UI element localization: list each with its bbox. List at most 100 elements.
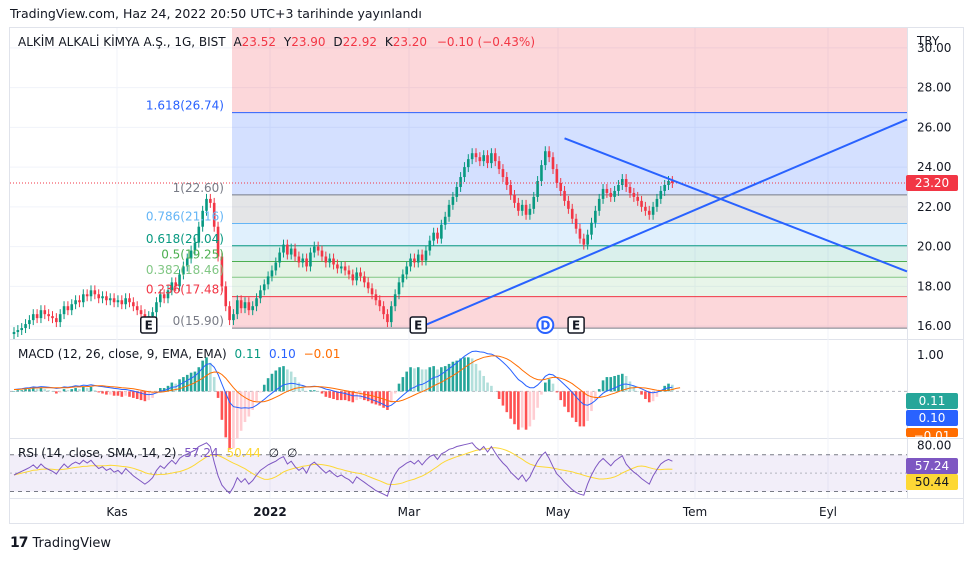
- last-price-badge-bg: [906, 175, 958, 191]
- macd-histogram-bar: [343, 391, 347, 401]
- macd-histogram-bar: [470, 358, 474, 392]
- macd-histogram-bar: [524, 391, 528, 430]
- macd-histogram-bar: [124, 391, 127, 396]
- macd-histogram-bar: [390, 391, 393, 403]
- macd-histogram-bar: [644, 391, 647, 399]
- macd-histogram-bar: [143, 391, 147, 402]
- macd-histogram-bar: [43, 389, 47, 392]
- candle-body: [274, 262, 278, 271]
- candle-body: [101, 296, 104, 299]
- candle-body: [343, 266, 347, 271]
- candle-body: [651, 206, 655, 215]
- macd-histogram-bar: [132, 391, 135, 398]
- candle-body: [89, 290, 93, 297]
- candle-body: [201, 210, 204, 227]
- macd-histogram-bar: [621, 373, 624, 392]
- candle-body: [594, 210, 597, 223]
- macd-legend[interactable]: MACD (12, 26, close, 9, EMA, EMA) 0.11 0…: [18, 347, 340, 361]
- macd-histogram-bar: [370, 391, 374, 404]
- candle-body: [216, 226, 220, 257]
- symbol-legend[interactable]: ALKİM ALKALİ KİMYA A.Ş., 1G, BIST A23.52…: [18, 35, 535, 49]
- macd-histogram-bar: [24, 389, 27, 392]
- candle-body: [551, 157, 555, 170]
- macd-histogram-bar: [563, 391, 566, 407]
- macd-histogram-bar: [28, 389, 31, 392]
- candle-body: [259, 290, 262, 299]
- candle-body: [82, 294, 85, 303]
- close-label: K: [384, 35, 393, 49]
- macd-histogram-bar: [486, 382, 489, 392]
- fib-zone: [232, 261, 907, 278]
- candle-body: [313, 246, 316, 253]
- macd-hist-badge: 0.11: [919, 394, 946, 408]
- rsi-title[interactable]: RSI (14, close, SMA, 14, 2): [18, 446, 177, 460]
- candle-body: [590, 222, 593, 235]
- rising-trendline: [417, 118, 908, 329]
- macd-signal-badge-bg: [906, 428, 958, 437]
- candle-body: [174, 282, 177, 287]
- candle-body: [455, 186, 459, 197]
- macd-histogram-bar: [478, 370, 482, 392]
- macd-histogram-bar: [224, 391, 228, 438]
- macd-histogram-bar: [617, 374, 620, 392]
- candle-body: [112, 298, 116, 303]
- macd-histogram-bar: [605, 377, 609, 392]
- macd-histogram-bar: [328, 391, 331, 398]
- macd-histogram-bar: [320, 391, 324, 394]
- candle-body: [397, 282, 401, 295]
- macd-histogram-bar: [85, 388, 89, 392]
- macd-histogram-bar: [536, 391, 539, 408]
- candle-body: [378, 300, 382, 307]
- candle-body: [636, 196, 639, 201]
- candle-body: [570, 208, 574, 219]
- fib-zone: [232, 277, 907, 297]
- falling-trendline: [564, 137, 908, 273]
- candle-body: [609, 192, 613, 197]
- macd-histogram-bar: [212, 377, 216, 392]
- macd-signal-value: −0.01: [303, 347, 341, 361]
- macd-histogram-bar: [139, 391, 143, 401]
- macd-histogram-bar: [147, 391, 151, 401]
- candle-body: [301, 258, 305, 263]
- macd-histogram-bar: [455, 360, 459, 392]
- macd-line-value: 0.10: [269, 347, 296, 361]
- rsi-badge-bg: [906, 458, 958, 474]
- candle-body: [93, 290, 97, 295]
- candle-body: [424, 250, 428, 261]
- chart-frame: [9, 27, 964, 524]
- candle-body: [108, 298, 112, 301]
- rsi-legend[interactable]: RSI (14, close, SMA, 14, 2) 57.24 50.44 …: [18, 446, 297, 460]
- macd-histogram-bar: [159, 388, 162, 392]
- candle-body: [243, 302, 247, 309]
- candle-body: [135, 306, 139, 311]
- footer-brand[interactable]: 17 TradingView: [10, 535, 111, 551]
- candle-body: [12, 332, 16, 335]
- candle-body: [667, 181, 670, 185]
- macd-histogram-bar: [35, 389, 39, 392]
- candle-body: [582, 238, 586, 245]
- macd-histogram-bar: [209, 362, 212, 392]
- candle-body: [289, 248, 293, 255]
- candle-body: [209, 198, 212, 203]
- candle-body: [324, 256, 328, 263]
- candle-body: [393, 294, 397, 307]
- candle-body: [536, 181, 539, 197]
- candle-body: [28, 320, 31, 325]
- time-tick-label: May: [546, 505, 571, 519]
- candle-body: [220, 256, 224, 287]
- candle-body: [540, 165, 543, 182]
- brand-name: TradingView: [32, 535, 112, 551]
- candle-body: [232, 314, 235, 321]
- macd-histogram-bar: [582, 391, 586, 427]
- candle-body: [58, 314, 62, 323]
- fib-level-label: 1(22.60): [173, 181, 224, 195]
- macd-title[interactable]: MACD (12, 26, close, 9, EMA, EMA): [18, 347, 227, 361]
- candle-body: [416, 254, 420, 263]
- symbol-name[interactable]: ALKİM ALKALİ KİMYA A.Ş., 1G, BIST: [18, 35, 226, 49]
- candle-body: [420, 254, 424, 261]
- macd-histogram-bar: [513, 391, 516, 425]
- candle-body: [382, 306, 385, 315]
- candle-body: [128, 298, 131, 303]
- macd-value: 0.11: [234, 347, 262, 361]
